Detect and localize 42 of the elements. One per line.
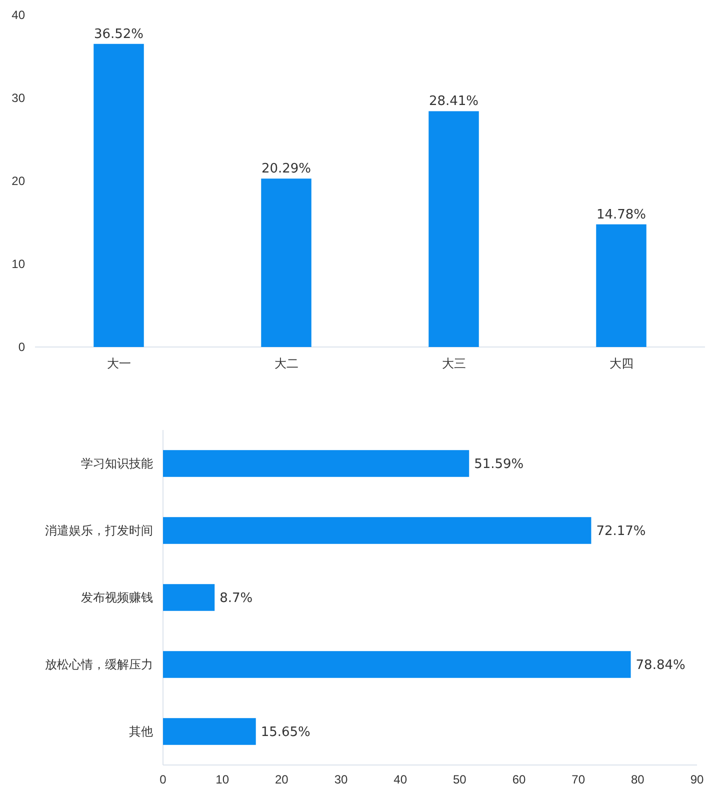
- data-label: 15.65%: [260, 725, 310, 740]
- y-tick-label: 其他: [129, 724, 153, 738]
- data-label: 28.41%: [428, 94, 479, 110]
- x-tick-label: 20: [274, 772, 289, 787]
- data-label: 51.59%: [474, 457, 524, 472]
- y-tick-label: 20: [12, 174, 26, 188]
- x-tick-label: 大四: [609, 356, 634, 371]
- x-tick-label: 80: [630, 772, 645, 787]
- x-tick-label: 40: [394, 772, 408, 787]
- y-tick-label: 30: [12, 90, 26, 105]
- x-tick-label: 50: [452, 772, 467, 787]
- data-label: 72.17%: [596, 524, 646, 540]
- y-tick-label: 40: [12, 8, 26, 22]
- data-label: 8.7%: [220, 591, 253, 606]
- y-tick-label: 消遣娱乐，打发时间: [45, 523, 153, 538]
- x-tick-label: 大三: [442, 356, 466, 371]
- x-tick-label: 90: [690, 772, 704, 787]
- y-tick-label: 0: [18, 340, 26, 354]
- y-tick-label: 10: [12, 256, 26, 271]
- x-tick-label: 大二: [274, 356, 298, 371]
- x-tick-label: 30: [334, 772, 348, 787]
- x-tick-label: 0: [160, 772, 167, 787]
- x-tick-label: 10: [216, 772, 230, 787]
- bar: [163, 450, 470, 477]
- bar: [163, 718, 256, 745]
- data-label: 20.29%: [261, 162, 312, 177]
- data-label: 14.78%: [596, 207, 646, 222]
- bar: [163, 584, 215, 611]
- bar: [94, 44, 144, 347]
- x-tick-label: 大一: [106, 356, 131, 371]
- bar: [428, 111, 479, 347]
- y-tick-label: 发布视频赚钱: [81, 590, 153, 604]
- bar: [163, 651, 631, 678]
- y-tick-label: 学习知识技能: [81, 456, 153, 470]
- x-tick-label: 60: [512, 772, 526, 787]
- bar: [163, 517, 592, 544]
- data-label: 36.52%: [94, 26, 144, 42]
- bar: [261, 178, 312, 347]
- x-tick-label: 70: [572, 772, 586, 787]
- bar: [596, 224, 646, 347]
- y-tick-label: 放松心情，缓解压力: [45, 657, 153, 672]
- data-label: 78.84%: [636, 658, 686, 674]
